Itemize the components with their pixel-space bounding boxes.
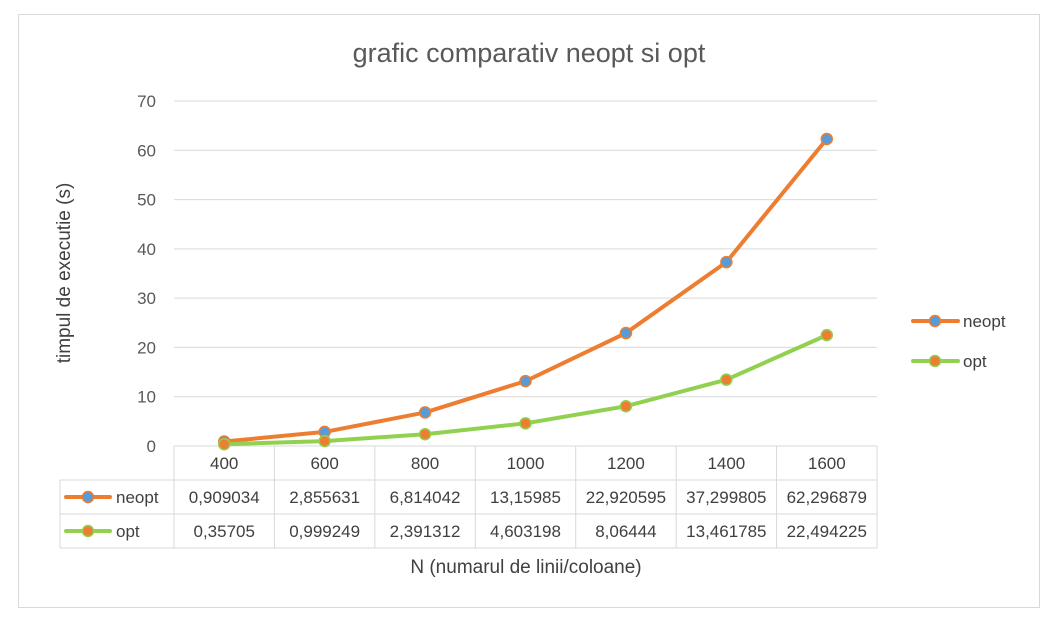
series-line-neopt bbox=[222, 136, 829, 444]
series-lines bbox=[217, 132, 834, 451]
x-tick-label: 1600 bbox=[808, 454, 846, 473]
data-point bbox=[619, 400, 633, 413]
data-label: 0,999249 bbox=[289, 522, 360, 541]
x-tick-label: 1000 bbox=[507, 454, 545, 473]
legend: neopt opt bbox=[911, 312, 1006, 371]
y-tick-label: 50 bbox=[137, 191, 156, 210]
data-label: 0,909034 bbox=[189, 488, 260, 507]
data-label: 22,920595 bbox=[586, 488, 666, 507]
data-label: 2,391312 bbox=[390, 522, 461, 541]
data-point bbox=[820, 328, 834, 342]
data-label: 4,603198 bbox=[490, 522, 561, 541]
data-point bbox=[217, 437, 231, 451]
y-tick-label: 20 bbox=[137, 338, 156, 357]
y-tick-label: 70 bbox=[137, 92, 156, 111]
chart-title: grafic comparativ neopt si opt bbox=[353, 38, 706, 68]
data-point bbox=[418, 406, 432, 419]
data-label: 13,461785 bbox=[686, 522, 766, 541]
data-point bbox=[519, 417, 532, 430]
x-tick-label: 600 bbox=[310, 454, 338, 473]
data-point bbox=[720, 255, 733, 269]
table-series-name: neopt bbox=[116, 488, 159, 507]
x-tick-label: 400 bbox=[210, 454, 238, 473]
data-point bbox=[619, 326, 633, 340]
y-tick-label: 60 bbox=[137, 141, 156, 160]
table-series-name: opt bbox=[116, 522, 140, 541]
data-point bbox=[720, 373, 733, 386]
legend-marker bbox=[928, 354, 942, 368]
data-table: 400 600 800 1000 1200 1400 1600 neopt 0,909034 2,… bbox=[59, 446, 878, 549]
y-tick-label: 30 bbox=[137, 289, 156, 308]
data-label: 6,814042 bbox=[390, 488, 461, 507]
legend-label: neopt bbox=[963, 312, 1006, 331]
data-point bbox=[318, 434, 331, 448]
data-label: 2,855631 bbox=[289, 488, 360, 507]
gridlines bbox=[174, 100, 877, 447]
y-tick-label: 40 bbox=[137, 240, 156, 259]
legend-label: opt bbox=[963, 352, 987, 371]
table-legend-marker bbox=[81, 524, 95, 538]
data-label: 22,494225 bbox=[787, 522, 867, 541]
x-tick-label: 1400 bbox=[707, 454, 745, 473]
data-label: 62,296879 bbox=[787, 488, 867, 507]
y-tick-label: 0 bbox=[147, 437, 156, 456]
data-point bbox=[820, 132, 834, 146]
x-axis-title: N (numarul de linii/coloane) bbox=[410, 557, 641, 578]
chart-area bbox=[18, 14, 1040, 608]
y-axis-ticks: 0 10 20 30 40 50 60 70 bbox=[137, 92, 156, 456]
y-axis-title: timpul de executie (s) bbox=[54, 183, 75, 364]
data-point bbox=[418, 427, 432, 441]
x-tick-label: 800 bbox=[411, 454, 439, 473]
data-label: 13,15985 bbox=[490, 488, 561, 507]
x-tick-label: 1200 bbox=[607, 454, 645, 473]
data-label: 0,35705 bbox=[193, 522, 254, 541]
y-tick-label: 10 bbox=[137, 388, 156, 407]
data-label: 8,06444 bbox=[595, 522, 656, 541]
legend-marker bbox=[928, 314, 942, 328]
data-label: 37,299805 bbox=[686, 488, 766, 507]
data-point bbox=[519, 374, 532, 388]
table-legend-marker bbox=[81, 490, 95, 504]
